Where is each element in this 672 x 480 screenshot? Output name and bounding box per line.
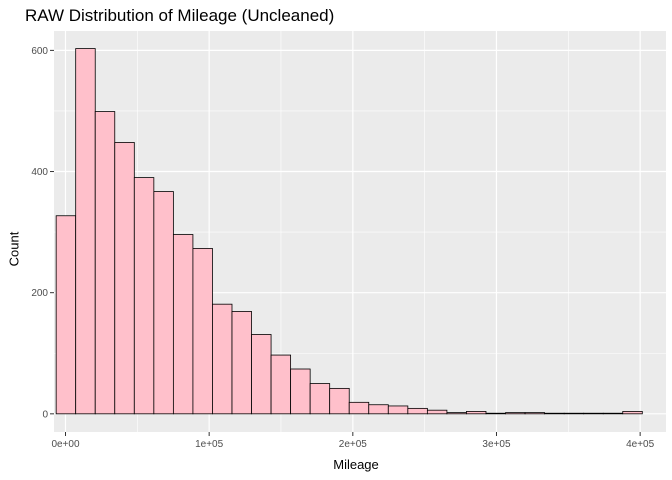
x-tick-label: 2e+05 (339, 439, 368, 450)
histogram-bar (133, 177, 155, 415)
x-tick-label: 4e+05 (626, 439, 655, 450)
histogram-bar (524, 412, 546, 415)
histogram-bar (368, 404, 389, 415)
histogram-bar (329, 387, 350, 415)
y-tick-label: 0 (42, 409, 48, 420)
histogram-bar (75, 48, 96, 415)
histogram-bar (55, 215, 77, 415)
histogram-bar (94, 111, 116, 415)
chart-title: RAW Distribution of Mileage (Uncleaned) (25, 6, 335, 25)
histogram-bar (192, 248, 213, 415)
axis-ticks: 0e+00 1e+05 2e+05 3e+05 4e+05 0 200 400 600 (31, 46, 654, 450)
histogram-bar (348, 401, 370, 415)
histogram-bar (426, 409, 448, 415)
histogram-bar (485, 412, 506, 415)
histogram-bar (466, 411, 487, 415)
x-tick-label: 3e+05 (482, 439, 511, 450)
histogram-bar (309, 383, 331, 415)
minor-gridlines (54, 31, 666, 432)
histogram-bar (446, 412, 467, 415)
y-tick-label: 600 (31, 46, 48, 57)
histogram-bar (172, 234, 194, 415)
histogram-bar (544, 412, 565, 415)
histogram-bar (563, 412, 585, 415)
histogram-bar (290, 368, 311, 415)
histogram-bar (251, 334, 272, 415)
histogram-bar (114, 142, 135, 415)
histogram-bar (622, 411, 643, 415)
histogram-bars (55, 48, 643, 415)
histogram-bar (505, 412, 526, 415)
histogram-bar (153, 191, 174, 415)
histogram-bar (270, 354, 292, 415)
x-axis-label: Mileage (333, 457, 379, 472)
x-tick-label: 1e+05 (195, 439, 224, 450)
histogram-bar (212, 303, 233, 415)
histogram-bar (583, 412, 604, 415)
histogram-bar (407, 407, 428, 415)
y-tick-label: 200 (31, 288, 48, 299)
histogram-bar (231, 311, 252, 415)
y-tick-label: 400 (31, 167, 48, 178)
x-tick-label: 0e+00 (51, 439, 80, 450)
histogram-bar (387, 405, 409, 415)
histogram-bar (602, 412, 624, 415)
